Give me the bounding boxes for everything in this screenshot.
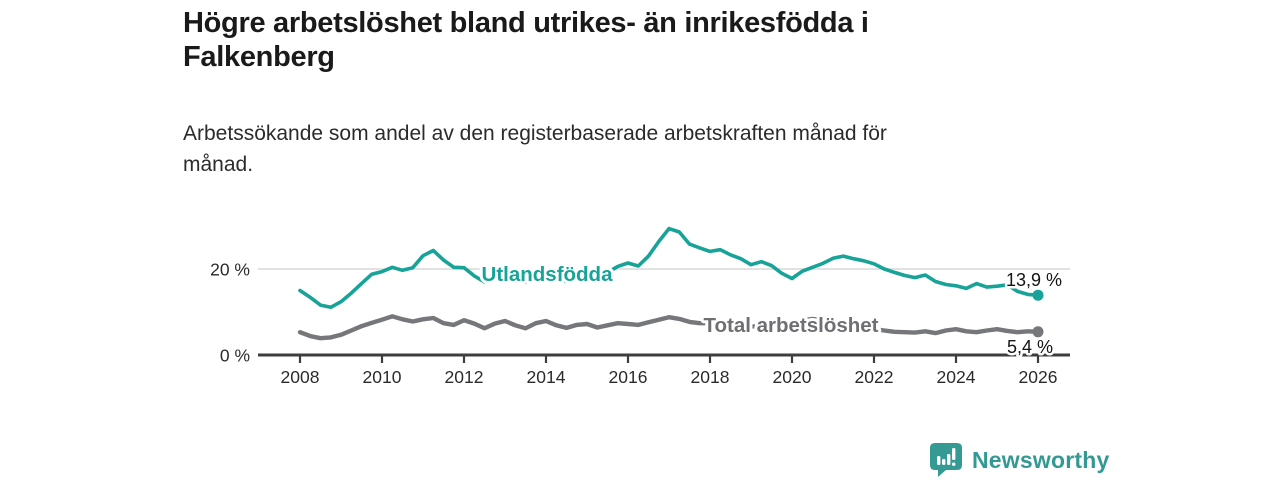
- exclamation-dot: [952, 462, 956, 466]
- page-title-line-2: Falkenberg: [183, 41, 335, 73]
- brand-name: Newsworthy: [972, 446, 1110, 473]
- line-total-arbetsloshet: [297, 314, 1041, 341]
- page-title-line-1: Högre arbetslöshet bland utrikes- än inr…: [183, 7, 869, 39]
- x-tick-label: 2018: [691, 367, 730, 387]
- y-tick-label: 0 %: [220, 346, 250, 366]
- chart-subtitle-line-2: månad.: [183, 153, 254, 176]
- x-tick-label: 2026: [1019, 367, 1058, 387]
- line-utlandsfodda: [298, 226, 1040, 310]
- series-label-utlandsfodda: Utlandsfödda: [482, 263, 614, 286]
- page-title: Högre arbetslöshet bland utrikes- än inr…: [183, 6, 1013, 74]
- chart-series: [258, 226, 1070, 363]
- x-tick-label: 2014: [527, 367, 566, 387]
- speech-bubble-shape: [930, 443, 962, 477]
- x-tick-label: 2010: [363, 367, 402, 387]
- x-tick-label: 2022: [855, 367, 894, 387]
- end-value-label-utlandsfodda: 13,9 %: [1006, 270, 1062, 290]
- end-dot-total-arbetsloshet: [1032, 326, 1044, 338]
- chart-subtitle-line-1: Arbetssökande som andel av den registerb…: [183, 122, 887, 145]
- x-tick-label: 2020: [773, 367, 812, 387]
- line-chart: 0 % 20 % 2008 2010 2012 2014 2016 2018 2020 2022 2…: [210, 226, 1070, 387]
- x-tick-label: 2016: [609, 367, 648, 387]
- y-tick-label: 20 %: [210, 260, 250, 280]
- exclamation-bar: [952, 448, 956, 460]
- bar-1: [937, 456, 941, 465]
- end-value-label-total: 5,4 %: [1007, 337, 1053, 357]
- x-tick-label: 2024: [937, 367, 976, 387]
- x-tick-label: 2008: [281, 367, 320, 387]
- newsworthy-bubble-chart-icon: [930, 443, 962, 477]
- chart-subtitle: Arbetssökande som andel av den registerb…: [183, 118, 1023, 180]
- end-dot-utlandsfodda: [1032, 289, 1044, 301]
- bar-3: [947, 454, 951, 465]
- bar-2: [942, 459, 946, 465]
- series-label-total-arbetsloshet: Total arbetslöshet: [703, 314, 878, 337]
- newsworthy-logo[interactable]: Newsworthy: [929, 442, 1109, 478]
- chart-axes: 0 % 20 % 2008 2010 2012 2014 2016 2018 2020 2022 2…: [210, 260, 1070, 387]
- x-tick-label: 2012: [445, 367, 484, 387]
